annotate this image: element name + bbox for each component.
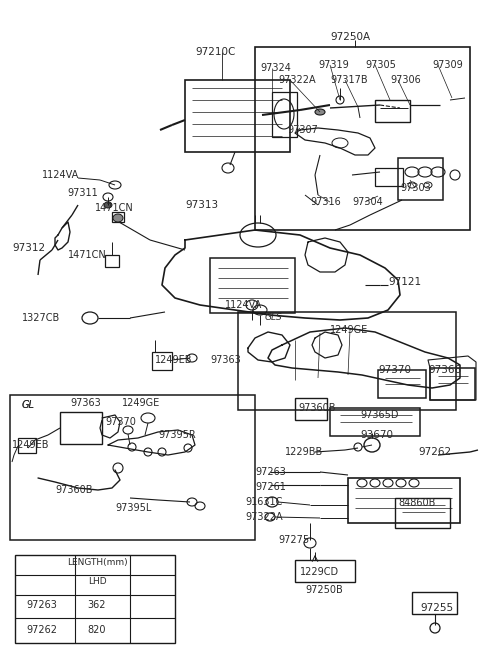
Text: 97322A: 97322A [245,512,283,522]
Text: 1471CN: 1471CN [68,250,107,260]
Text: 97307: 97307 [287,125,318,135]
Bar [348,478,460,523]
Text: 97275: 97275 [278,535,309,545]
Text: 97319: 97319 [318,60,349,70]
Bar [238,312,456,410]
Text: 820: 820 [88,625,106,635]
Bar [412,592,457,614]
Text: 91631C: 91631C [245,497,282,507]
Text: 97317B: 97317B [330,75,368,85]
Text: 97304: 97304 [352,197,383,207]
Text: GLS: GLS [265,314,283,322]
Bar [330,408,420,436]
Bar [295,398,327,420]
Bar [430,368,475,400]
Ellipse shape [315,109,325,115]
Text: 97262: 97262 [418,447,451,457]
Bar [60,412,102,444]
Text: 1229BB: 1229BB [285,447,323,457]
Text: 97370: 97370 [105,417,136,427]
Text: 97370: 97370 [378,365,411,375]
Text: 97261: 97261 [255,482,286,492]
Text: 1249EB: 1249EB [155,355,192,365]
Text: 97250A: 97250A [330,32,370,42]
Bar [10,395,255,540]
Text: 1249EB: 1249EB [12,440,49,450]
Text: 97121: 97121 [388,277,421,287]
Bar [18,438,36,453]
Bar [15,555,175,643]
Text: 97366: 97366 [428,365,461,375]
Text: 97324: 97324 [260,63,291,73]
Bar [395,498,450,528]
Text: 97365D: 97365D [360,410,398,420]
Ellipse shape [113,214,123,222]
Text: 1471CN: 1471CN [95,203,134,213]
Bar [375,168,403,186]
Text: 97263: 97263 [255,467,286,477]
Text: 97360B: 97360B [298,403,336,413]
Text: 97363: 97363 [210,355,241,365]
Text: LENGTH(mm): LENGTH(mm) [67,557,127,567]
Bar [210,258,295,313]
Text: 97262: 97262 [26,625,58,635]
Text: 1249GE: 1249GE [330,325,368,335]
Text: GL: GL [22,400,35,410]
Bar [295,560,355,582]
Text: 97305: 97305 [365,60,396,70]
Text: 97210C: 97210C [195,47,235,57]
Bar [272,92,297,137]
Text: 97255: 97255 [420,603,453,613]
Text: 97303: 97303 [400,183,431,193]
Bar [105,255,119,267]
Text: 97250B: 97250B [305,585,343,595]
Text: 1327CB: 1327CB [22,313,60,323]
Text: 97313: 97313 [185,200,218,210]
Bar [255,47,470,230]
Text: LHD: LHD [88,578,106,586]
Bar [398,158,443,200]
Bar [112,212,124,222]
Text: 93670: 93670 [360,430,393,440]
Bar [185,80,290,152]
Text: 97263: 97263 [26,600,58,610]
Text: 97395L: 97395L [115,503,151,513]
Text: 97311: 97311 [67,188,98,198]
Bar [375,100,410,122]
Text: 97309: 97309 [432,60,463,70]
Text: GL: GL [22,400,35,410]
Text: 97312: 97312 [12,243,45,253]
Ellipse shape [104,202,112,208]
Bar [152,352,172,370]
Text: 97322A: 97322A [278,75,316,85]
Text: 97306: 97306 [390,75,421,85]
Text: 1229CD: 1229CD [300,567,339,577]
Bar [378,370,426,398]
Text: 1249GE: 1249GE [122,398,160,408]
Text: 1124VA: 1124VA [42,170,79,180]
Text: 1124VA: 1124VA [225,300,262,310]
Text: 362: 362 [88,600,106,610]
Text: 97360B: 97360B [55,485,93,495]
Text: 84860B: 84860B [398,498,435,508]
Text: 97363: 97363 [70,398,101,408]
Text: 97395R: 97395R [158,430,196,440]
Text: 97316: 97316 [310,197,341,207]
